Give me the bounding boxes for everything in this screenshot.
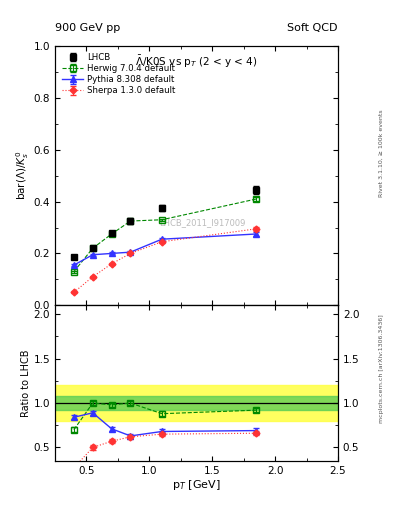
Y-axis label: Ratio to LHCB: Ratio to LHCB [21,349,31,417]
Text: Soft QCD: Soft QCD [288,23,338,33]
Bar [55,396,338,410]
Bar [55,385,338,421]
Text: 900 GeV pp: 900 GeV pp [55,23,120,33]
Text: LHCB_2011_I917009: LHCB_2011_I917009 [159,218,245,227]
X-axis label: p$_T$ [GeV]: p$_T$ [GeV] [172,478,221,493]
Legend: LHCB, Herwig 7.0.4 default, Pythia 8.308 default, Sherpa 1.3.0 default: LHCB, Herwig 7.0.4 default, Pythia 8.308… [59,50,178,98]
Text: $\bar{\Lambda}$/K0S vs p$_T$ (2 < y < 4): $\bar{\Lambda}$/K0S vs p$_T$ (2 < y < 4) [135,54,258,70]
Text: mcplots.cern.ch [arXiv:1306.3436]: mcplots.cern.ch [arXiv:1306.3436] [379,314,384,423]
Text: Rivet 3.1.10, ≥ 100k events: Rivet 3.1.10, ≥ 100k events [379,110,384,198]
Y-axis label: bar($\Lambda$)/$K^0_s$: bar($\Lambda$)/$K^0_s$ [14,151,31,201]
